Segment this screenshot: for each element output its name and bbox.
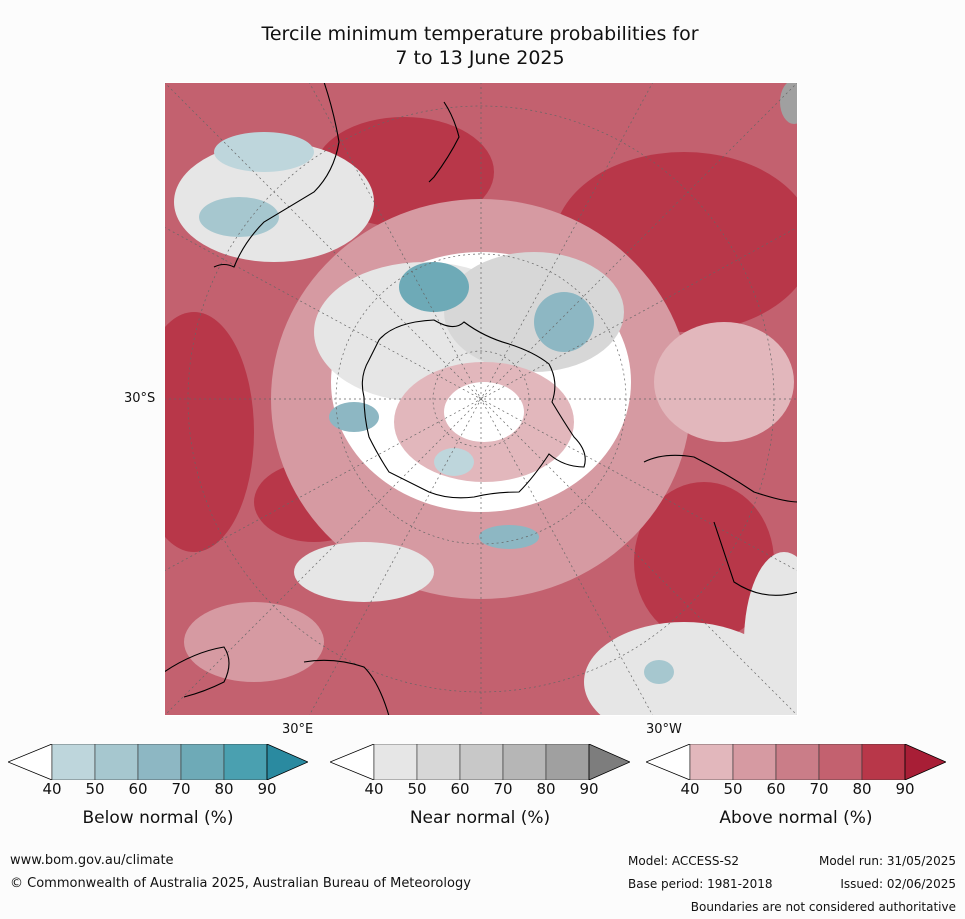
- website-link[interactable]: www.bom.gov.au/climate: [10, 853, 174, 868]
- polar-probability-map: [164, 82, 798, 716]
- disclaimer-text: Boundaries are not considered authoritat…: [690, 900, 956, 914]
- above-tick: 80: [852, 780, 872, 798]
- near-tick: 80: [536, 780, 556, 798]
- above-normal-colorbar: [646, 744, 946, 780]
- issued-text: Issued: 02/06/2025: [840, 877, 956, 891]
- map-svg: [164, 82, 798, 716]
- copyright-text: © Commonwealth of Australia 2025, Austra…: [10, 876, 471, 891]
- longitude-label-30w: 30°W: [646, 722, 682, 737]
- below-50-region: [199, 197, 279, 237]
- below-tick: 90: [257, 780, 277, 798]
- above-normal-title: Above normal (%): [719, 808, 873, 828]
- below-40-region: [214, 132, 314, 172]
- title-line-1: Tercile minimum temperature probabilitie…: [261, 23, 699, 45]
- near-tick: 50: [407, 780, 427, 798]
- near-normal-40-region: [584, 622, 784, 716]
- near-tick: 60: [450, 780, 470, 798]
- coastlines: [164, 82, 798, 716]
- near-normal-title: Near normal (%): [409, 808, 551, 828]
- near-normal-80-region: [780, 82, 798, 124]
- above-40-region: [654, 322, 794, 442]
- below-tick: 50: [85, 780, 105, 798]
- longitude-label-30e: 30°E: [282, 722, 314, 737]
- no-category-region: [444, 382, 524, 442]
- below-70-region: [399, 262, 469, 312]
- below-50-region: [644, 660, 674, 684]
- below-60-region: [534, 292, 594, 352]
- map-title: Tercile minimum temperature probabilitie…: [160, 22, 800, 70]
- below-tick: 60: [128, 780, 148, 798]
- near-tick: 40: [364, 780, 384, 798]
- below-normal-title: Below normal (%): [82, 808, 234, 828]
- above-50-region: [184, 602, 324, 682]
- below-tick: 40: [42, 780, 62, 798]
- near-tick: 70: [493, 780, 513, 798]
- above-80-region: [634, 482, 774, 642]
- base-period-text: Base period: 1981-2018: [628, 877, 773, 891]
- latitude-label-30s: 30°S: [124, 391, 156, 406]
- below-40-region: [434, 448, 474, 476]
- model-text: Model: ACCESS-S2: [628, 854, 740, 868]
- below-normal-colorbar: [8, 744, 308, 780]
- below-60-region: [329, 402, 379, 432]
- title-line-2: 7 to 13 June 2025: [395, 47, 565, 69]
- below-tick: 80: [214, 780, 234, 798]
- model-run-text: Model run: 31/05/2025: [818, 854, 956, 868]
- above-80-region: [164, 312, 254, 552]
- near-normal-colorbar: [330, 744, 630, 780]
- graticule: [164, 82, 798, 716]
- above-tick: 50: [723, 780, 743, 798]
- above-tick: 60: [766, 780, 786, 798]
- near-normal-40-region: [294, 542, 434, 602]
- below-60-region: [479, 525, 539, 549]
- above-tick: 90: [895, 780, 915, 798]
- above-tick: 40: [680, 780, 700, 798]
- above-tick: 70: [809, 780, 829, 798]
- near-tick: 90: [579, 780, 599, 798]
- below-tick: 70: [171, 780, 191, 798]
